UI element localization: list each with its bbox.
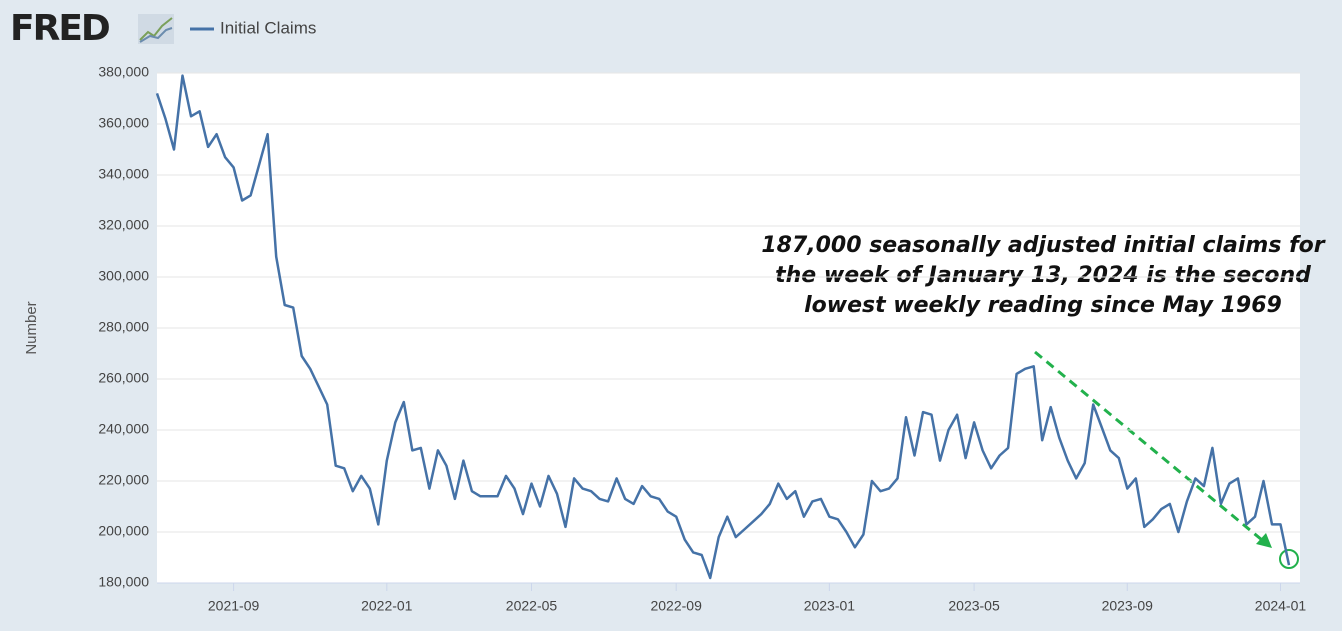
y-tick-label: 300,000 [98,268,149,284]
logo: FRED [10,8,109,49]
annotation: 187,000 seasonally adjusted initial clai… [761,233,1325,318]
y-tick-label: 280,000 [98,319,149,335]
legend-label: Initial Claims [220,18,316,37]
y-tick-label: 260,000 [98,370,149,386]
y-tick-label: 320,000 [98,217,149,233]
x-tick-label: 2021-09 [208,598,260,614]
logo-icon [138,14,174,44]
y-tick-label: 240,000 [98,421,149,437]
series-line [155,74,1291,580]
annotation-line: the week of January 13, 2024 is the seco… [775,263,1311,288]
x-tick-label: 2023-05 [948,598,1000,614]
arrow-head [1256,533,1272,548]
trend-arrow [1034,350,1263,542]
x-tick-label: 2022-09 [650,598,702,614]
x-tick-label: 2023-09 [1102,598,1154,614]
y-tick-label: 340,000 [98,166,149,182]
y-tick-label: 220,000 [98,472,149,488]
highlight-circle [1279,549,1299,569]
annotation-line: 187,000 seasonally adjusted initial clai… [761,233,1325,258]
x-tick-label: 2024-01 [1255,598,1307,614]
x-tick-label: 2022-05 [506,598,558,614]
y-axis-title: Number [23,301,40,354]
y-tick-label: 360,000 [98,115,149,131]
y-tick-label: 380,000 [98,64,149,80]
y-tick-label: 180,000 [98,574,149,590]
annotation-line: lowest weekly reading since May 1969 [804,293,1282,318]
x-tick-label: 2022-01 [361,598,413,614]
x-tick-label: 2023-01 [804,598,856,614]
y-tick-label: 200,000 [98,523,149,539]
